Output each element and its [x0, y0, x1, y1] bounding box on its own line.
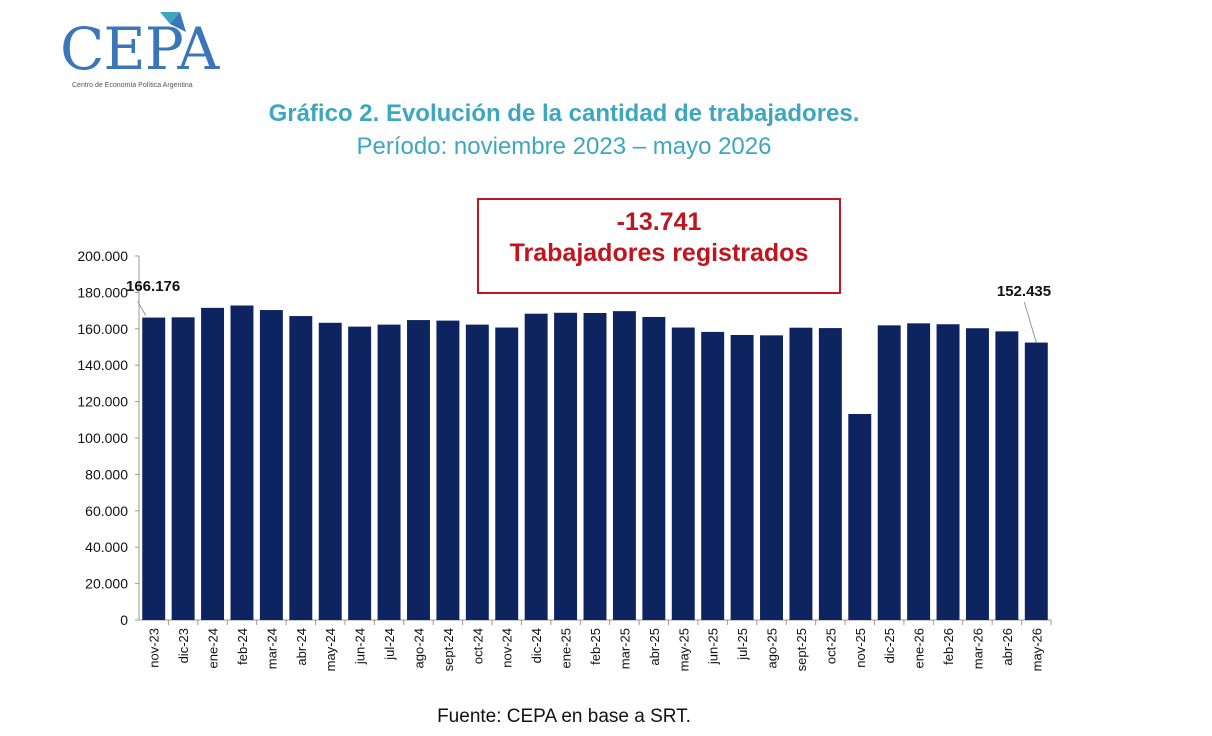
bar — [936, 324, 960, 620]
data-label-leader — [137, 301, 147, 316]
bar — [642, 316, 666, 620]
bar — [877, 325, 901, 620]
bar — [612, 311, 636, 620]
x-tick-label: nov-23 — [147, 628, 162, 668]
y-tick-label: 200.000 — [77, 248, 128, 264]
annotation-label: Trabajadores registrados — [509, 239, 809, 267]
x-tick-label: ene-24 — [206, 628, 221, 668]
bar — [789, 327, 813, 620]
x-tick-label: feb-25 — [588, 628, 603, 665]
bar — [142, 317, 166, 620]
bar — [495, 327, 519, 620]
x-tick-label: ene-25 — [559, 628, 574, 668]
bar — [818, 328, 842, 620]
x-tick-label: oct-25 — [823, 628, 838, 664]
chart-subtitle: Período: noviembre 2023 – mayo 2026 — [356, 133, 772, 160]
y-tick-label: 20.000 — [85, 576, 128, 592]
bar — [201, 307, 225, 620]
x-tick-label: abr-24 — [294, 628, 309, 666]
x-tick-label: abr-26 — [1000, 628, 1015, 666]
x-tick-label: sept-24 — [441, 628, 456, 671]
annotation-box: -13.741 Trabajadores registrados — [477, 198, 841, 294]
bar — [171, 317, 195, 620]
data-label-leader — [1023, 301, 1037, 343]
x-tick-label: feb-26 — [941, 628, 956, 665]
logo-triangle-icon — [160, 12, 186, 32]
data-label-last: 152.435 — [997, 283, 1051, 300]
bar — [965, 328, 989, 620]
source-note: Fuente: CEPA en base a SRT. — [437, 706, 691, 727]
annotation-value: -13.741 — [616, 208, 702, 236]
x-tick-label: jun-24 — [353, 628, 368, 665]
y-tick-label: 100.000 — [77, 430, 128, 446]
bar — [848, 413, 872, 620]
bar — [289, 316, 313, 620]
x-tick-label: mar-26 — [970, 628, 985, 669]
bar — [583, 312, 607, 620]
x-tick-label: dic-25 — [882, 628, 897, 663]
x-tick-label: nov-24 — [500, 628, 515, 668]
x-tick-label: mar-24 — [264, 628, 279, 669]
bar — [671, 327, 695, 620]
y-tick-label: 80.000 — [85, 466, 128, 482]
bar — [995, 331, 1019, 620]
bar — [230, 305, 254, 620]
x-tick-label: nov-25 — [853, 628, 868, 668]
x-tick-label: mar-25 — [617, 628, 632, 669]
bar — [377, 324, 401, 620]
x-tick-label: oct-24 — [470, 628, 485, 664]
bar — [524, 313, 548, 620]
y-tick-label: 120.000 — [77, 394, 128, 410]
bar — [1024, 342, 1048, 620]
chart-title: Gráfico 2. Evolución de la cantidad de t… — [268, 100, 860, 127]
x-tick-label: may-26 — [1029, 628, 1044, 671]
x-tick-label: may-25 — [676, 628, 691, 671]
x-tick-label: ago-24 — [411, 628, 426, 668]
x-tick-label: jul-25 — [735, 628, 750, 661]
y-tick-label: 180.000 — [77, 284, 128, 300]
y-tick-label: 40.000 — [85, 539, 128, 555]
bar — [318, 322, 342, 620]
bar — [407, 320, 430, 620]
bar — [907, 323, 931, 620]
x-tick-label: jul-24 — [382, 628, 397, 661]
x-tick-label: jun-25 — [706, 628, 721, 665]
x-tick-label: dic-23 — [176, 628, 191, 663]
x-tick-label: ago-25 — [765, 628, 780, 668]
y-tick-label: 0 — [120, 612, 128, 628]
y-tick-label: 60.000 — [85, 503, 128, 519]
x-tick-label: dic-24 — [529, 628, 544, 663]
bar — [465, 324, 489, 620]
bar — [436, 320, 460, 620]
y-tick-label: 160.000 — [77, 321, 128, 337]
x-tick-label: sept-25 — [794, 628, 809, 671]
logo-subtitle: Centro de Economía Política Argentina — [72, 82, 193, 89]
bar — [760, 335, 783, 620]
bar — [259, 310, 283, 620]
x-tick-label: may-24 — [323, 628, 338, 671]
bar — [348, 326, 372, 620]
x-tick-label: abr-25 — [647, 628, 662, 666]
x-tick-label: ene-26 — [912, 628, 927, 668]
bar — [701, 331, 725, 620]
data-label-first: 166.176 — [126, 278, 180, 295]
x-tick-label: feb-24 — [235, 628, 250, 665]
bar — [730, 334, 754, 620]
cepa-logo: CEPA Centro de Economía Política Argenti… — [58, 10, 219, 95]
logo-wordmark: CEPA — [60, 15, 219, 83]
y-tick-label: 140.000 — [77, 357, 128, 373]
bar — [554, 312, 578, 620]
